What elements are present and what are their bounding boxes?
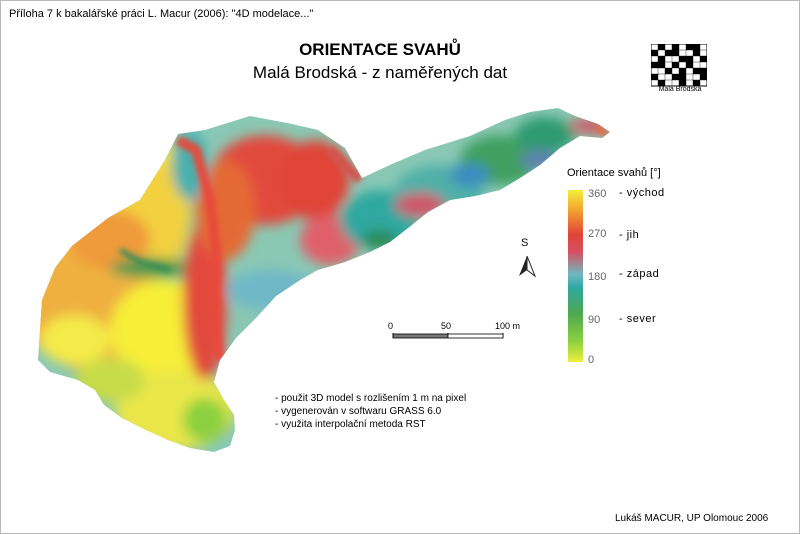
logo-text: Malá Brodská [658, 86, 702, 93]
header-note: Příloha 7 k bakalářské práci L. Macur (2… [9, 8, 314, 20]
legend-tick-90: 90 [588, 314, 601, 326]
scale-bar [392, 333, 504, 339]
scale-label-0: 0 [388, 321, 394, 331]
legend-color-ramp [568, 190, 583, 362]
map-title: ORIENTACE SVAHŮ [299, 40, 461, 59]
legend-direction-east: - východ [619, 187, 665, 199]
north-arrow-icon [519, 255, 537, 278]
note-line: - použit 3D model s rozlišením 1 m na pi… [275, 393, 467, 404]
notes: - použit 3D model s rozlišením 1 m na pi… [275, 392, 466, 431]
legend-tick-360: 360 [588, 188, 607, 200]
map-subtitle: Malá Brodská - z naměřených dat [252, 63, 508, 82]
north-arrow-label: S [521, 237, 529, 249]
note-line: - využita interpolační metoda RST [275, 419, 426, 430]
logo-grid-icon [651, 44, 707, 87]
scale-label-50: 50 [441, 321, 452, 331]
legend-direction-south: - jih [619, 229, 640, 241]
legend-tick-180: 180 [588, 271, 607, 283]
legend-tick-270: 270 [588, 228, 607, 240]
scale-label-100: 100 m [495, 321, 521, 331]
legend-tick-0: 0 [588, 354, 595, 366]
legend-direction-north: - sever [619, 313, 657, 325]
legend-title: Orientace svahů [°] [567, 167, 661, 179]
note-line: - vygenerován v softwaru GRASS 6.0 [275, 406, 442, 417]
author-credit: Lukáš MACUR, UP Olomouc 2006 [615, 513, 769, 524]
legend-direction-west: - západ [619, 268, 660, 280]
